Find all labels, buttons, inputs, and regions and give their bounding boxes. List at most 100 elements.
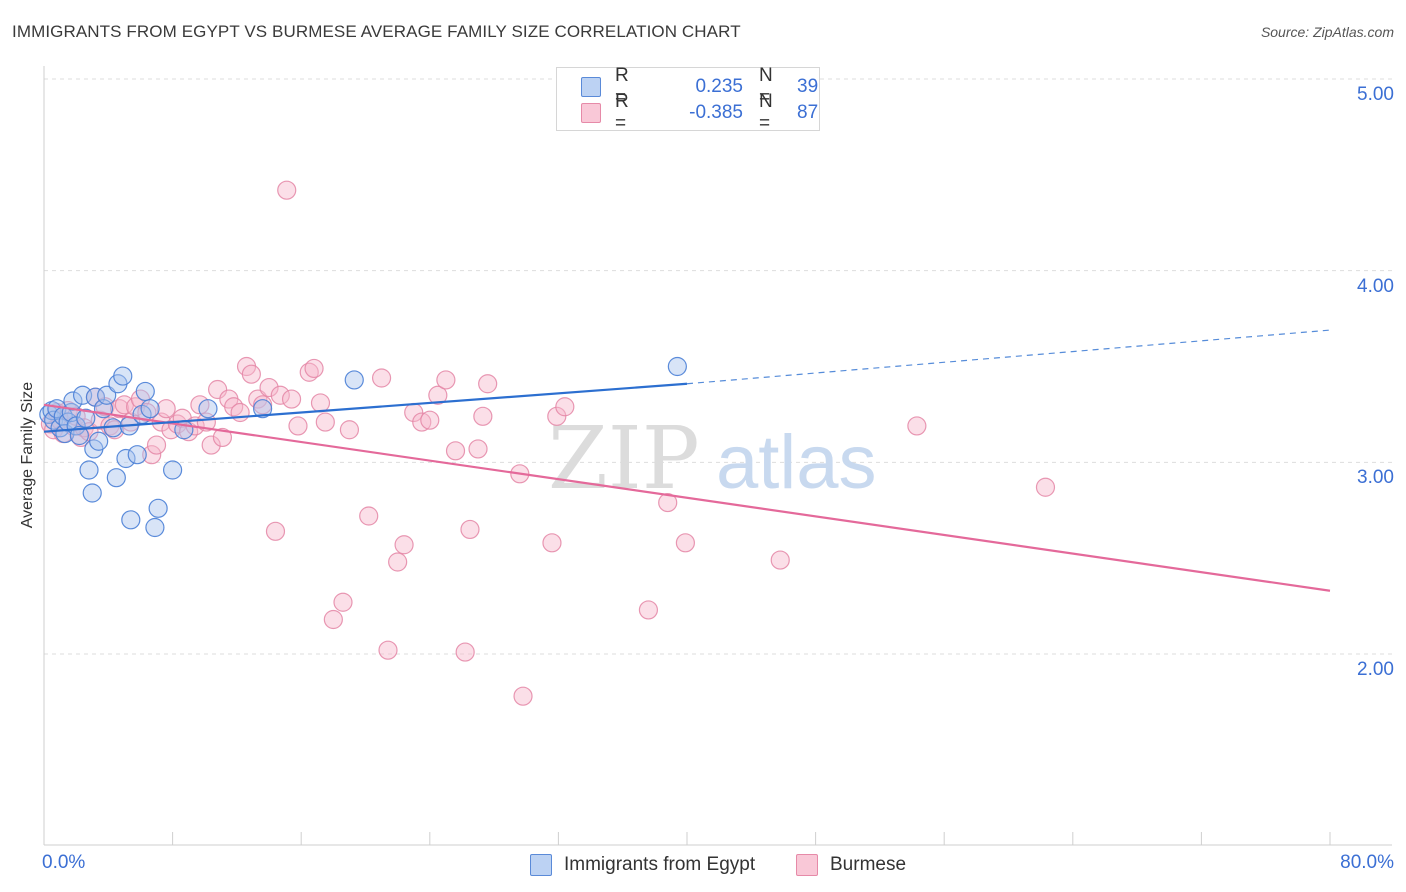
burmese-point xyxy=(542,533,562,553)
burmese-point xyxy=(428,385,448,405)
burmese-point xyxy=(288,416,308,436)
egypt-point xyxy=(127,445,147,465)
burmese-point xyxy=(333,592,353,612)
r-label: R = xyxy=(615,91,629,134)
r-value-burmese: -0.385 xyxy=(689,102,743,123)
n-label: N = xyxy=(759,65,773,108)
burmese-point xyxy=(412,412,432,432)
x-tick-label-max: 80.0% xyxy=(1340,852,1394,873)
watermark: ZIP atlas xyxy=(548,409,877,509)
burmese-point xyxy=(445,441,466,461)
y-tick-label: 3.00 xyxy=(1357,467,1394,489)
burmese-point xyxy=(359,506,379,526)
burmese-point xyxy=(277,180,297,200)
egypt-trend-extension xyxy=(686,329,1331,385)
correlation-legend: R = 0.235 N = 39 R = -0.385 N = 87 xyxy=(556,65,820,134)
burmese-point xyxy=(455,642,475,662)
burmese-point xyxy=(142,445,162,465)
burmese-point xyxy=(420,410,440,430)
burmese-point xyxy=(146,435,167,455)
burmese-point xyxy=(230,402,250,423)
legend-item-egypt[interactable]: Immigrants from Egypt xyxy=(530,852,755,878)
burmese-point xyxy=(371,368,392,388)
burmese-point xyxy=(378,640,398,660)
watermark-atlas: atlas xyxy=(716,420,877,505)
burmese-point xyxy=(675,533,695,553)
egypt-point xyxy=(69,425,89,446)
egypt-point xyxy=(44,410,64,430)
trend-lines xyxy=(43,329,1331,592)
burmese-point xyxy=(259,377,279,398)
burmese-point xyxy=(547,406,567,426)
burmese-points xyxy=(40,180,1056,706)
egypt-point xyxy=(198,399,218,419)
series-legend: Immigrants from Egypt Burmese xyxy=(0,852,1406,878)
burmese-point xyxy=(513,686,533,706)
egypt-point xyxy=(116,448,136,469)
burmese-trend-line xyxy=(43,403,1331,592)
axes xyxy=(43,66,1392,846)
burmese-point xyxy=(201,435,221,455)
gridlines xyxy=(44,78,1392,655)
burmese-point xyxy=(212,427,233,448)
source-label: Source: ZipAtlas.com xyxy=(1260,24,1394,40)
burmese-point xyxy=(310,393,331,413)
burmese-point xyxy=(1035,477,1056,497)
burmese-point xyxy=(315,412,335,432)
egypt-point xyxy=(76,408,96,428)
burmese-point xyxy=(323,609,343,630)
burmese-point xyxy=(638,600,659,620)
burmese-swatch xyxy=(581,103,601,123)
egypt-point xyxy=(121,510,141,530)
egypt-trend-line xyxy=(43,382,688,433)
burmese-point xyxy=(478,374,498,394)
burmese-swatch xyxy=(796,854,818,876)
legend-label-burmese: Burmese xyxy=(830,854,907,875)
egypt-point xyxy=(89,431,109,451)
r-value-egypt: 0.235 xyxy=(695,76,743,97)
burmese-point xyxy=(394,535,414,555)
legend-item-burmese[interactable]: Burmese xyxy=(796,852,906,878)
burmese-point xyxy=(460,519,480,540)
y-tick-label: 2.00 xyxy=(1357,659,1394,680)
burmese-point xyxy=(304,358,324,379)
burmese-point xyxy=(658,492,678,513)
y-tick-label: 5.00 xyxy=(1357,84,1394,105)
burmese-point xyxy=(555,397,575,417)
x-tick-label-min: 0.0% xyxy=(42,852,86,873)
burmese-point xyxy=(388,552,408,572)
burmese-point xyxy=(473,406,493,426)
egypt-point xyxy=(97,385,117,405)
n-label: N = xyxy=(759,91,773,134)
burmese-point xyxy=(436,370,456,390)
watermark-zip: ZIP xyxy=(548,409,700,509)
egypt-point xyxy=(79,460,99,480)
burmese-point xyxy=(770,550,790,570)
r-label: R = xyxy=(615,65,629,108)
egypt-point xyxy=(106,468,126,488)
egypt-point xyxy=(113,366,133,386)
burmese-point xyxy=(265,521,286,541)
egypt-swatch xyxy=(581,77,601,97)
y-tick-label: 4.00 xyxy=(1357,275,1394,297)
burmese-point xyxy=(241,364,261,384)
egypt-point xyxy=(135,381,155,402)
egypt-point xyxy=(163,460,183,480)
n-value-egypt: 39 xyxy=(797,76,819,97)
burmese-point xyxy=(156,399,176,419)
burmese-point xyxy=(339,420,360,440)
burmese-point xyxy=(281,389,302,409)
chart-title: IMMIGRANTS FROM EGYPT VS BURMESE AVERAGE… xyxy=(12,22,741,41)
egypt-point xyxy=(140,399,160,419)
burmese-point xyxy=(270,385,290,405)
egypt-point xyxy=(253,399,273,419)
egypt-swatch xyxy=(530,854,552,876)
legend-label-egypt: Immigrants from Egypt xyxy=(564,854,756,875)
egypt-point xyxy=(667,356,687,377)
egypt-point xyxy=(145,517,165,538)
n-value-burmese: 87 xyxy=(797,102,819,123)
egypt-point xyxy=(148,498,168,518)
burmese-point xyxy=(907,416,927,436)
burmese-point xyxy=(468,439,488,459)
